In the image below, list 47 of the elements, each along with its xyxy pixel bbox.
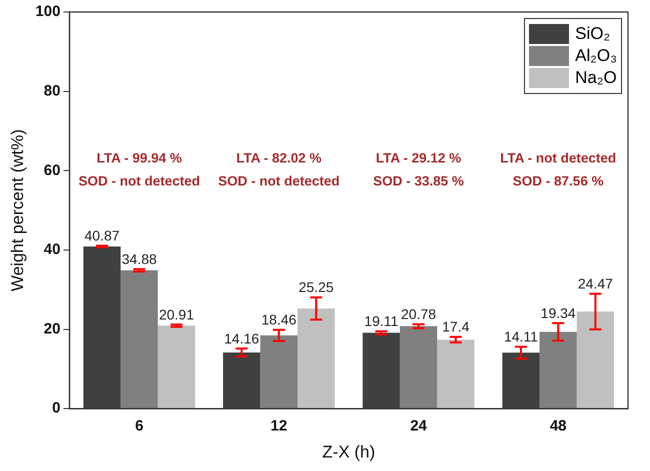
data-label: 14.11 [504,328,538,345]
bar [576,312,614,408]
bar [362,332,400,408]
annotation: SOD - not detected [218,173,340,188]
x-tick-label: 48 [550,418,567,435]
annotation: SOD - not detected [78,173,200,188]
legend-label: Al₂O₃ [575,46,617,66]
annotation: LTA - 99.94 % [96,150,182,166]
data-label: 20.91 [158,306,194,322]
bar [223,352,260,408]
legend-label: Na₂O [575,68,617,88]
legend-label: SiO₂ [575,24,610,44]
y-tick-label: 60 [44,162,60,179]
bar [400,326,438,408]
annotation: SOD - 87.56 % [512,173,604,188]
y-tick-label: 100 [35,3,60,20]
data-label: 40.87 [84,228,120,244]
annotation: LTA - 29.12 % [376,150,462,166]
annotation: LTA - 82.02 % [236,150,322,166]
y-tick-label: 0 [52,400,60,417]
bar [502,352,540,408]
x-tick-label: 24 [410,418,428,435]
x-tick-label: 6 [135,418,144,435]
bar [437,340,474,408]
bar [298,308,335,408]
x-axis-title: Z-X (h) [322,442,376,462]
bar [83,246,121,408]
y-axis-title: Weight percent (wt%) [8,129,27,292]
data-label: 14.16 [224,330,260,346]
bar [260,335,298,408]
y-tick-label: 40 [44,241,60,258]
y-tick-label: 80 [44,82,60,100]
data-label: 24.47 [578,276,614,292]
bar [540,332,577,408]
data-label: 20.78 [401,306,436,322]
y-tick-label: 20 [44,320,60,338]
bar [120,270,158,408]
data-label: 19.34 [540,305,576,322]
data-label: 18.46 [261,312,297,328]
annotation: SOD - 33.85 % [373,173,464,188]
x-tick-label: 12 [270,418,288,435]
data-label: 19.11 [364,313,399,330]
data-label: 34.88 [122,250,157,267]
data-label: 17.4 [442,318,470,335]
data-label: 25.25 [298,279,334,296]
annotation: LTA - not detected [500,150,616,166]
bar [158,326,196,408]
